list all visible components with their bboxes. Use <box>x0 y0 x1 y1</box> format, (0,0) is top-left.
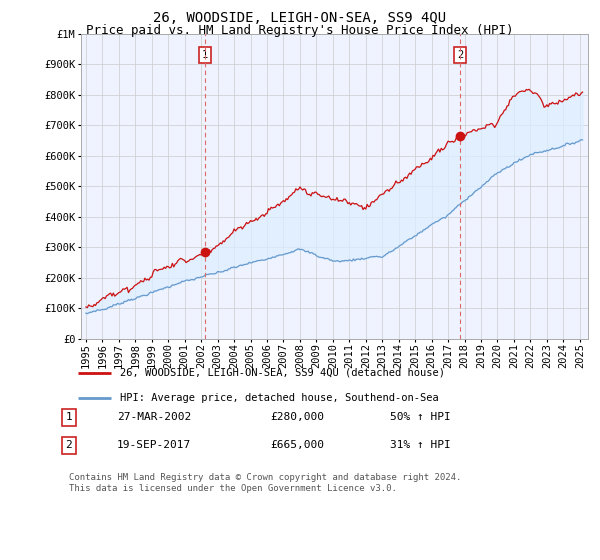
Text: £280,000: £280,000 <box>270 412 324 422</box>
Text: 19-SEP-2017: 19-SEP-2017 <box>117 440 191 450</box>
Text: 27-MAR-2002: 27-MAR-2002 <box>117 412 191 422</box>
Text: HPI: Average price, detached house, Southend-on-Sea: HPI: Average price, detached house, Sout… <box>120 393 439 403</box>
Text: 50% ↑ HPI: 50% ↑ HPI <box>390 412 451 422</box>
Text: 26, WOODSIDE, LEIGH-ON-SEA, SS9 4QU: 26, WOODSIDE, LEIGH-ON-SEA, SS9 4QU <box>154 11 446 25</box>
Text: 26, WOODSIDE, LEIGH-ON-SEA, SS9 4QU (detached house): 26, WOODSIDE, LEIGH-ON-SEA, SS9 4QU (det… <box>120 367 445 377</box>
Text: Price paid vs. HM Land Registry's House Price Index (HPI): Price paid vs. HM Land Registry's House … <box>86 24 514 36</box>
Text: 31% ↑ HPI: 31% ↑ HPI <box>390 440 451 450</box>
Text: 2: 2 <box>65 440 73 450</box>
Text: 2: 2 <box>457 50 463 60</box>
Text: Contains HM Land Registry data © Crown copyright and database right 2024.
This d: Contains HM Land Registry data © Crown c… <box>69 473 461 493</box>
Text: 1: 1 <box>65 412 73 422</box>
Text: £665,000: £665,000 <box>270 440 324 450</box>
Text: 1: 1 <box>202 50 208 60</box>
